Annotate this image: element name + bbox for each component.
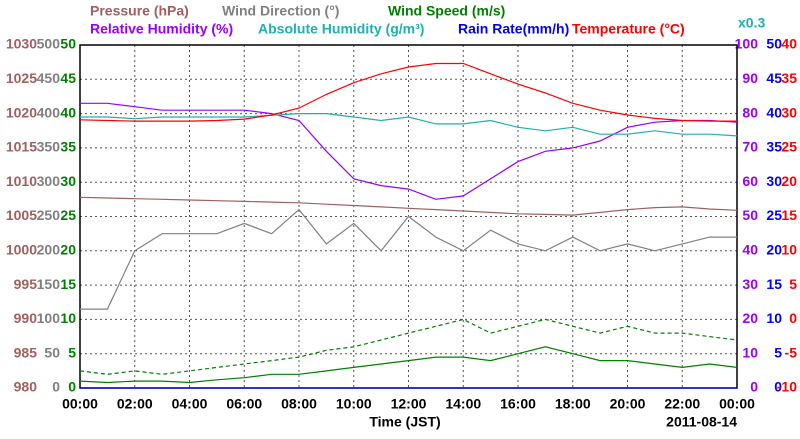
y-tick-label: 20 bbox=[60, 242, 76, 258]
x-tick-label: 22:00 bbox=[664, 396, 700, 412]
y-tick-label: 90 bbox=[742, 70, 758, 86]
y-tick-label: 250 bbox=[37, 207, 61, 223]
y-tick-label: 30 bbox=[766, 173, 782, 189]
legend-label: Pressure (hPa) bbox=[90, 3, 189, 19]
y-tick-label: 10 bbox=[766, 310, 782, 326]
y-tick-label: 0 bbox=[52, 379, 60, 395]
y-tick-label: 15 bbox=[766, 276, 782, 292]
y-tick-label: 100 bbox=[37, 310, 61, 326]
y-tick-label: 0 bbox=[774, 379, 782, 395]
legend-label: Absolute Humidity (g/m³) bbox=[258, 21, 424, 37]
y-tick-label: 0 bbox=[789, 310, 797, 326]
series-line bbox=[80, 113, 738, 137]
series-line bbox=[79, 346, 738, 384]
y-tick-label: 10 bbox=[781, 242, 797, 258]
x-tick-label: 16:00 bbox=[500, 396, 536, 412]
y-tick-label: -10 bbox=[777, 379, 797, 395]
y-tick-label: 70 bbox=[742, 139, 758, 155]
y-tick-label: 80 bbox=[742, 104, 758, 120]
x-axis-label: Time (JST) bbox=[369, 414, 440, 430]
y-tick-label: 150 bbox=[37, 276, 61, 292]
x-tick-label: 00:00 bbox=[719, 396, 755, 412]
x-tick-label: 04:00 bbox=[172, 396, 208, 412]
y-tick-label: 5 bbox=[68, 344, 76, 360]
y-tick-label: 40 bbox=[766, 104, 782, 120]
y-tick-label: 40 bbox=[742, 242, 758, 258]
x-tick-label: 10:00 bbox=[336, 396, 372, 412]
y-tick-label: 0 bbox=[750, 379, 758, 395]
y-tick-label: 400 bbox=[37, 104, 61, 120]
y-tick-label: 5 bbox=[789, 276, 797, 292]
x-tick-label: 18:00 bbox=[555, 396, 591, 412]
y-tick-label: 1010 bbox=[6, 173, 37, 189]
y-tick-label: 45 bbox=[766, 70, 782, 86]
y-tick-label: 980 bbox=[14, 379, 38, 395]
y-tick-label: 20 bbox=[766, 242, 782, 258]
y-tick-label: 1000 bbox=[6, 242, 37, 258]
x-tick-label: 14:00 bbox=[445, 396, 481, 412]
series-line bbox=[79, 318, 738, 375]
y-tick-label: 985 bbox=[14, 344, 38, 360]
x-tick-label: 06:00 bbox=[226, 396, 262, 412]
y-tick-label: 5 bbox=[774, 344, 782, 360]
y-tick-label: 35 bbox=[781, 70, 797, 86]
series-line bbox=[80, 102, 738, 200]
y-tick-label: 50 bbox=[766, 36, 782, 52]
x-tick-label: 08:00 bbox=[281, 396, 317, 412]
y-tick-label: 60 bbox=[742, 173, 758, 189]
y-tick-label: 1020 bbox=[6, 104, 37, 120]
series-line bbox=[79, 196, 738, 216]
y-tick-label: 30 bbox=[781, 104, 797, 120]
y-tick-label: 40 bbox=[60, 104, 76, 120]
y-tick-label: 300 bbox=[37, 173, 61, 189]
y-tick-label: 15 bbox=[781, 207, 797, 223]
legend-label: Relative Humidity (%) bbox=[90, 21, 233, 37]
y-tick-label: 1030 bbox=[6, 36, 37, 52]
y-tick-label: -5 bbox=[785, 344, 798, 360]
y-tick-label: 25 bbox=[766, 207, 782, 223]
y-tick-label: 1005 bbox=[6, 207, 37, 223]
y-tick-label: 500 bbox=[37, 36, 61, 52]
series-line bbox=[79, 62, 737, 122]
y-tick-label: 50 bbox=[742, 207, 758, 223]
y-tick-label: 10 bbox=[742, 344, 758, 360]
x-tick-label: 20:00 bbox=[610, 396, 646, 412]
y-tick-label: 50 bbox=[44, 344, 60, 360]
y-tick-label: 50 bbox=[60, 36, 76, 52]
legend-label: Wind Direction (°) bbox=[222, 3, 339, 19]
y-tick-label: 990 bbox=[14, 310, 38, 326]
y-tick-label: 35 bbox=[766, 139, 782, 155]
y-tick-label: 995 bbox=[14, 276, 38, 292]
x-tick-label: 12:00 bbox=[391, 396, 427, 412]
y-tick-label: 20 bbox=[742, 310, 758, 326]
y-tick-label: 10 bbox=[60, 310, 76, 326]
y-tick-label: 45 bbox=[60, 70, 76, 86]
y-tick-label: 30 bbox=[742, 276, 758, 292]
y-tick-label: 200 bbox=[37, 242, 61, 258]
y-tick-label: 350 bbox=[37, 139, 61, 155]
date-label: 2011-08-14 bbox=[666, 414, 737, 430]
y-tick-label: 100 bbox=[735, 36, 759, 52]
legend-label: Wind Speed (m/s) bbox=[388, 3, 505, 19]
y-tick-label: 35 bbox=[60, 139, 76, 155]
legend-label: Rain Rate(mm/h) bbox=[458, 21, 569, 37]
y-tick-label: 1015 bbox=[6, 139, 37, 155]
y-tick-label: 15 bbox=[60, 276, 76, 292]
y-tick-label: 450 bbox=[37, 70, 61, 86]
legend-label: Temperature (°C) bbox=[572, 21, 685, 37]
y-tick-label: 20 bbox=[781, 173, 797, 189]
y-tick-label: 30 bbox=[60, 173, 76, 189]
y-tick-label: 25 bbox=[60, 207, 76, 223]
x-tick-label: 00:00 bbox=[62, 396, 98, 412]
x-tick-label: 02:00 bbox=[117, 396, 153, 412]
y-tick-label: 25 bbox=[781, 139, 797, 155]
y-tick-label: 0 bbox=[68, 379, 76, 395]
scale-note: x0.3 bbox=[738, 15, 765, 31]
y-tick-label: 40 bbox=[781, 36, 797, 52]
y-tick-label: 1025 bbox=[6, 70, 37, 86]
series-line bbox=[80, 208, 737, 310]
